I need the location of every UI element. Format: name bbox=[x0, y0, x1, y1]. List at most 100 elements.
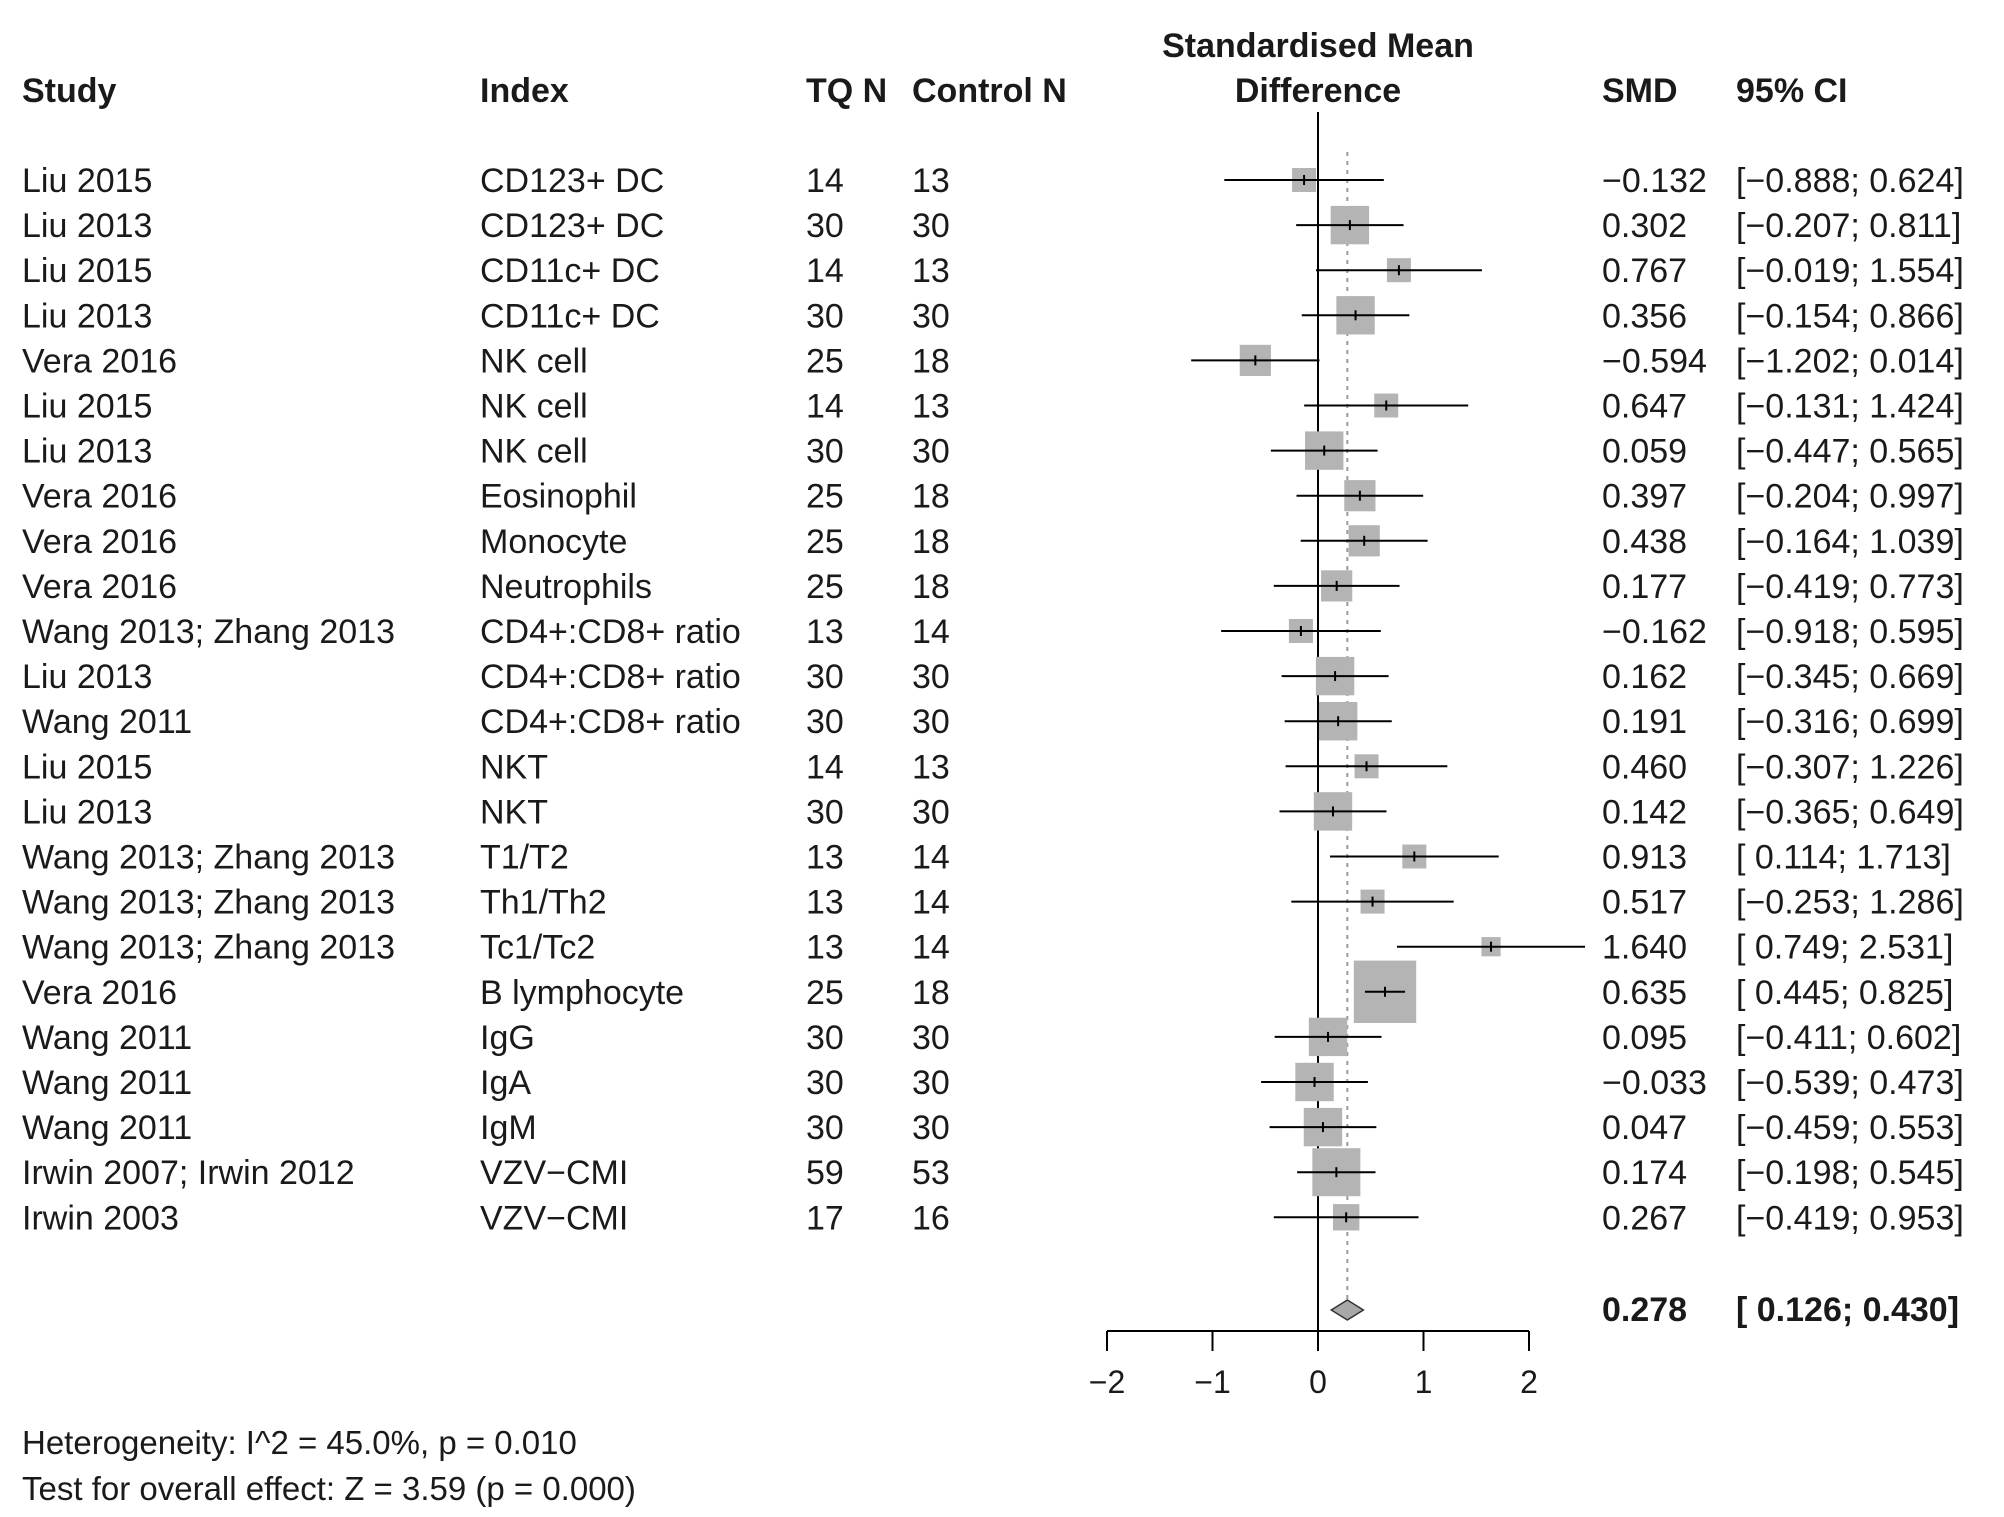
ci-value-label: [−0.539; 0.473] bbox=[1736, 1064, 1964, 1102]
index-label: IgG bbox=[480, 1019, 535, 1057]
index-label: Eosinophil bbox=[480, 478, 637, 516]
control-n-label: 13 bbox=[912, 252, 950, 290]
x-tick-label: −2 bbox=[1089, 1364, 1125, 1400]
control-n-label: 30 bbox=[912, 207, 950, 245]
x-tick-label: 0 bbox=[1309, 1364, 1327, 1400]
index-label: NK cell bbox=[480, 342, 588, 380]
control-n-label: 14 bbox=[912, 929, 950, 967]
ci-value-label: [ 0.445; 0.825] bbox=[1736, 974, 1953, 1012]
ci-value-label: [−0.419; 0.953] bbox=[1736, 1199, 1964, 1237]
header-tq-n: TQ N bbox=[806, 72, 887, 110]
index-label: Tc1/Tc2 bbox=[480, 929, 595, 967]
ci-value-label: [−0.131; 1.424] bbox=[1736, 388, 1964, 426]
header-plot-title-line2: Difference bbox=[1235, 72, 1401, 110]
study-label: Wang 2011 bbox=[22, 703, 192, 741]
control-n-label: 30 bbox=[912, 297, 950, 335]
smd-value-label: 0.267 bbox=[1602, 1199, 1687, 1237]
ci-value-label: [−0.207; 0.811] bbox=[1736, 207, 1961, 245]
study-label: Liu 2015 bbox=[22, 162, 152, 200]
control-n-label: 14 bbox=[912, 884, 950, 922]
study-rows: Liu 2015 CD123+ DC 14 13 −0.132 [−0.888; 0.62… bbox=[22, 162, 1964, 1237]
study-label: Liu 2015 bbox=[22, 748, 152, 786]
smd-value-label: 0.397 bbox=[1602, 478, 1687, 516]
study-label: Liu 2015 bbox=[22, 388, 152, 426]
ci-value-label: [−0.345; 0.669] bbox=[1736, 658, 1964, 696]
study-label: Vera 2016 bbox=[22, 523, 177, 561]
tq-n-label: 14 bbox=[806, 748, 844, 786]
tq-n-label: 25 bbox=[806, 568, 844, 606]
ci-value-label: [−0.918; 0.595] bbox=[1736, 613, 1964, 651]
study-label: Vera 2016 bbox=[22, 342, 177, 380]
tq-n-label: 13 bbox=[806, 613, 844, 651]
index-label: IgM bbox=[480, 1109, 537, 1147]
index-label: B lymphocyte bbox=[480, 974, 684, 1012]
tq-n-label: 13 bbox=[806, 884, 844, 922]
control-n-label: 18 bbox=[912, 523, 950, 561]
smd-value-label: −0.033 bbox=[1602, 1064, 1707, 1102]
index-label: CD11c+ DC bbox=[480, 252, 660, 290]
index-label: NKT bbox=[480, 793, 548, 831]
study-label: Wang 2011 bbox=[22, 1019, 192, 1057]
index-label: CD4+:CD8+ ratio bbox=[480, 613, 741, 651]
control-n-label: 14 bbox=[912, 613, 950, 651]
study-label: Wang 2011 bbox=[22, 1109, 192, 1147]
smd-value-label: 0.438 bbox=[1602, 523, 1687, 561]
study-label: Wang 2013; Zhang 2013 bbox=[22, 884, 395, 922]
index-label: NK cell bbox=[480, 388, 588, 426]
control-n-label: 18 bbox=[912, 342, 950, 380]
tq-n-label: 13 bbox=[806, 929, 844, 967]
smd-value-label: 0.460 bbox=[1602, 748, 1687, 786]
x-tick-label: −1 bbox=[1194, 1364, 1230, 1400]
control-n-label: 30 bbox=[912, 1109, 950, 1147]
tq-n-label: 14 bbox=[806, 252, 844, 290]
control-n-label: 13 bbox=[912, 748, 950, 786]
x-tick-label: 2 bbox=[1520, 1364, 1538, 1400]
index-label: NKT bbox=[480, 748, 548, 786]
study-label: Vera 2016 bbox=[22, 974, 177, 1012]
control-n-label: 53 bbox=[912, 1154, 950, 1192]
tq-n-label: 13 bbox=[806, 839, 844, 877]
study-label: Vera 2016 bbox=[22, 478, 177, 516]
study-label: Irwin 2003 bbox=[22, 1199, 179, 1237]
tq-n-label: 25 bbox=[806, 523, 844, 561]
index-label: T1/T2 bbox=[480, 839, 569, 877]
ci-value-label: [ 0.749; 2.531] bbox=[1736, 929, 1953, 967]
header-study: Study bbox=[22, 72, 117, 110]
index-label: IgA bbox=[480, 1064, 531, 1102]
tq-n-label: 30 bbox=[806, 297, 844, 335]
x-axis: −2 −1 0 1 2 bbox=[1089, 1330, 1538, 1400]
ci-value-label: [−1.202; 0.014] bbox=[1736, 342, 1964, 380]
index-label: VZV−CMI bbox=[480, 1154, 628, 1192]
index-label: CD11c+ DC bbox=[480, 297, 660, 335]
study-label: Liu 2015 bbox=[22, 252, 152, 290]
smd-value-label: −0.132 bbox=[1602, 162, 1707, 200]
header-index: Index bbox=[480, 72, 569, 110]
overall-effect-text: Test for overall effect: Z = 3.59 (p = 0… bbox=[22, 1470, 636, 1507]
smd-value-label: 1.640 bbox=[1602, 929, 1687, 967]
summary-row: 0.278 [ 0.126; 0.430] bbox=[1329, 1291, 1959, 1329]
study-label: Liu 2013 bbox=[22, 297, 152, 335]
smd-value-label: −0.594 bbox=[1602, 342, 1707, 380]
index-label: Neutrophils bbox=[480, 568, 652, 606]
tq-n-label: 25 bbox=[806, 478, 844, 516]
smd-value-label: 0.047 bbox=[1602, 1109, 1687, 1147]
tq-n-label: 30 bbox=[806, 433, 844, 471]
ci-value-label: [−0.307; 1.226] bbox=[1736, 748, 1964, 786]
study-label: Wang 2013; Zhang 2013 bbox=[22, 929, 395, 967]
tq-n-label: 30 bbox=[806, 207, 844, 245]
tq-n-label: 14 bbox=[806, 162, 844, 200]
control-n-label: 30 bbox=[912, 1064, 950, 1102]
heterogeneity-text: Heterogeneity: I^2 = 45.0%, p = 0.010 bbox=[22, 1424, 577, 1461]
study-label: Wang 2011 bbox=[22, 1064, 192, 1102]
study-label: Wang 2013; Zhang 2013 bbox=[22, 839, 395, 877]
index-label: VZV−CMI bbox=[480, 1199, 628, 1237]
smd-value-label: 0.142 bbox=[1602, 793, 1687, 831]
control-n-label: 13 bbox=[912, 162, 950, 200]
smd-value-label: 0.177 bbox=[1602, 568, 1687, 606]
index-label: CD123+ DC bbox=[480, 162, 664, 200]
ci-value-label: [ 0.114; 1.713] bbox=[1736, 839, 1951, 877]
control-n-label: 18 bbox=[912, 974, 950, 1012]
study-label: Wang 2013; Zhang 2013 bbox=[22, 613, 395, 651]
study-label: Irwin 2007; Irwin 2012 bbox=[22, 1154, 355, 1192]
